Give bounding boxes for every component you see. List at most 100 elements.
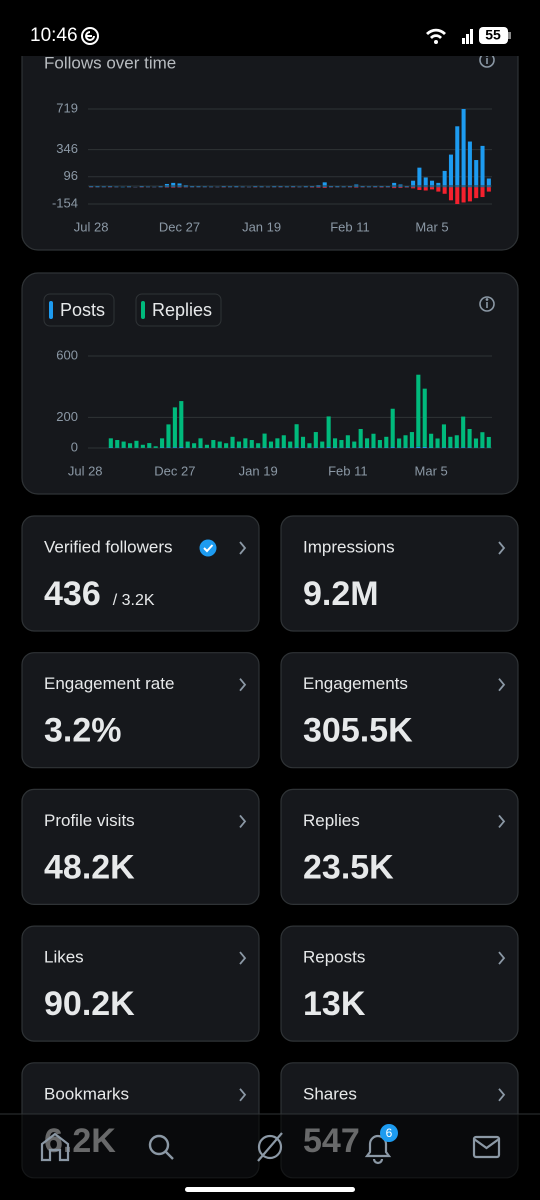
info-icon[interactable] xyxy=(479,296,495,312)
bar xyxy=(243,438,248,448)
legend-swatch xyxy=(141,301,145,319)
status-time: 10:46 xyxy=(30,25,78,46)
bar xyxy=(422,446,427,448)
bar xyxy=(371,433,376,448)
nav-notifications[interactable] xyxy=(364,1134,392,1165)
bar xyxy=(204,444,209,448)
bar xyxy=(430,187,435,190)
bar xyxy=(114,186,119,188)
legend-chip[interactable] xyxy=(135,293,222,327)
bar xyxy=(89,186,94,188)
y-tick-label: 600 xyxy=(56,347,78,362)
stat-label: Profile visits xyxy=(44,811,135,830)
bar xyxy=(192,443,197,448)
stat-card[interactable] xyxy=(21,925,260,1042)
x-tick-label: Mar 5 xyxy=(415,463,448,478)
bar xyxy=(307,443,312,448)
bar xyxy=(230,436,235,448)
y-tick-label: 96 xyxy=(64,168,78,183)
nav-home[interactable] xyxy=(40,1132,70,1162)
battery-level: 55 xyxy=(485,27,501,43)
bar xyxy=(320,441,325,448)
bar xyxy=(300,436,306,448)
status-bar xyxy=(0,0,540,56)
stat-card[interactable] xyxy=(280,925,519,1042)
bar xyxy=(272,186,277,188)
bar xyxy=(121,441,126,448)
bar xyxy=(480,432,485,448)
bar xyxy=(423,177,428,188)
bar xyxy=(198,438,203,448)
chevron xyxy=(239,951,247,965)
bar xyxy=(411,180,416,188)
bar xyxy=(416,446,421,448)
stat-card[interactable] xyxy=(21,515,260,632)
stat-label: Impressions xyxy=(303,537,395,556)
bar xyxy=(335,186,340,188)
y-tick-label: 346 xyxy=(56,141,78,156)
bar xyxy=(101,186,106,188)
nav-messages[interactable] xyxy=(472,1135,501,1159)
wifi-icon xyxy=(426,28,446,44)
bar xyxy=(249,440,254,448)
bar xyxy=(115,440,120,448)
status-icon xyxy=(81,27,99,45)
x-tick-label: Jan 19 xyxy=(242,219,281,234)
bar xyxy=(352,441,357,448)
stat-value: 13K xyxy=(303,985,366,1023)
bar xyxy=(145,186,150,188)
bar xyxy=(358,428,363,448)
verified-badge xyxy=(199,539,217,557)
bar xyxy=(153,446,158,448)
bar xyxy=(291,186,296,188)
bar xyxy=(160,438,165,448)
bar xyxy=(179,401,184,448)
bar xyxy=(341,186,346,188)
bar xyxy=(329,185,334,188)
nav-badge xyxy=(380,1124,398,1142)
x-tick-label: Dec 27 xyxy=(154,463,195,478)
bar xyxy=(95,186,100,188)
bar xyxy=(385,185,390,188)
bar xyxy=(221,185,226,188)
follows-chart: 719 346 96 -154 Jul 28 Dec 27 Jan 19 Feb 11 Mar … xyxy=(52,100,492,234)
bar xyxy=(345,435,350,448)
bar xyxy=(480,145,485,188)
bar xyxy=(147,443,152,448)
stat-card[interactable] xyxy=(21,652,260,769)
bar xyxy=(209,186,214,188)
signal-icon xyxy=(462,29,473,44)
bar xyxy=(409,432,414,448)
bar xyxy=(196,186,201,188)
bar xyxy=(158,186,163,188)
bar xyxy=(322,182,327,188)
stat-label: Replies xyxy=(303,811,360,830)
bar xyxy=(256,443,261,448)
stat-card[interactable] xyxy=(280,788,519,906)
nav-search[interactable] xyxy=(148,1134,174,1160)
bar xyxy=(326,447,331,448)
legend-chip[interactable] xyxy=(43,293,115,327)
x-tick-label: Feb 11 xyxy=(330,219,370,234)
x-tick-label: Mar 5 xyxy=(415,219,448,234)
bar xyxy=(326,416,331,448)
bar xyxy=(461,187,466,203)
bar xyxy=(313,432,318,448)
bar xyxy=(322,187,327,188)
bar xyxy=(211,440,216,448)
bar xyxy=(467,187,472,202)
stat-card[interactable] xyxy=(21,788,260,906)
bar xyxy=(486,436,491,448)
bar xyxy=(423,187,428,191)
bar xyxy=(377,440,382,448)
nav-grok[interactable] xyxy=(257,1132,283,1162)
stat-card[interactable] xyxy=(280,652,519,769)
bar xyxy=(259,186,264,188)
bar xyxy=(390,408,395,448)
stat-label: Engagements xyxy=(303,674,408,693)
bar xyxy=(265,186,270,188)
bar xyxy=(172,447,177,448)
stat-card[interactable] xyxy=(280,515,519,632)
x-tick-label: Dec 27 xyxy=(159,219,200,234)
bar xyxy=(422,388,427,447)
